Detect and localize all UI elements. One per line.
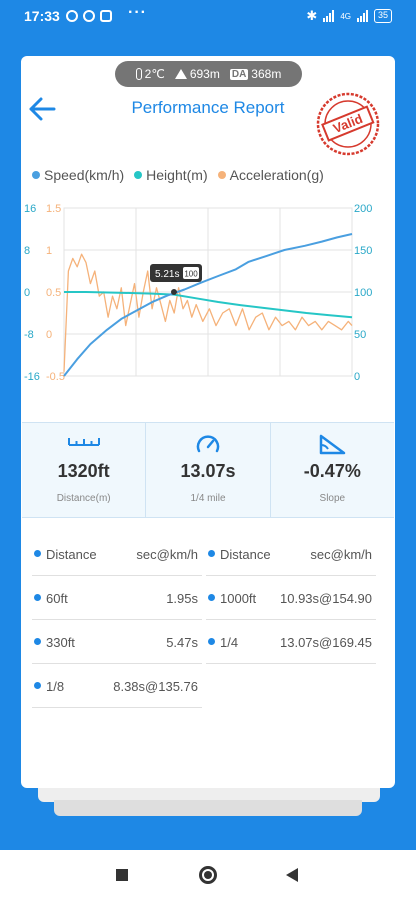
result-row: Distance sec@km/h [32, 540, 202, 580]
result-row: 1000ft 10.93s@154.90 [206, 584, 376, 624]
tick-label-acceleration: 1.5 [46, 203, 61, 215]
bullet-dot [208, 594, 215, 601]
card-stack-shadow-2 [54, 800, 362, 816]
notification-shield-icon [83, 10, 95, 22]
tick-label-speed: 200 [354, 203, 372, 215]
result-row: 60ft 1.95s [32, 584, 202, 624]
series-line-height-m- [64, 291, 353, 319]
signal-icon [323, 10, 335, 22]
legend-dot-height [134, 171, 143, 179]
tick-label-height: 16 [24, 203, 36, 215]
tick-label-height: 0 [24, 287, 30, 299]
stat-distance-label: Distance(m) [56, 493, 111, 504]
stat-quarter-mile-label: 1/4 mile [190, 493, 226, 504]
bullet-dot [34, 550, 41, 557]
summary-stats: 1320ft Distance(m) 13.07s 1/4 mile -0.47… [22, 422, 394, 518]
result-row: Distance sec@km/h [206, 540, 376, 580]
tooltip-marker [171, 289, 177, 295]
more-notifications-icon: ··· [128, 4, 147, 21]
tick-label-acceleration: 0 [46, 329, 52, 341]
series-line-speed-km-h- [63, 233, 353, 377]
chart-legend: Speed(km/h) Height(m) Acceleration(g) [32, 167, 382, 183]
tick-label-acceleration: 1 [46, 245, 52, 257]
back-arrow-icon[interactable] [26, 94, 58, 124]
bluetooth-icon: ✱ [306, 8, 318, 23]
bullet-dot [208, 550, 215, 557]
battery-icon: 35 [373, 9, 392, 23]
altitude: 693m [174, 67, 220, 81]
stat-quarter-mile-value: 13.07s [180, 461, 236, 481]
back-button[interactable] [286, 868, 298, 882]
notification-icons [66, 10, 112, 22]
result-row: 1/4 13.07s@169.45 [206, 628, 376, 668]
tick-label-height: -8 [24, 329, 34, 341]
network-type: 4G [340, 11, 351, 21]
notification-app-icon [66, 10, 78, 22]
thermometer-icon [135, 68, 142, 80]
performance-chart[interactable]: 16 8 0 -8 -16 1.5 1 0.5 0 -0.5 200 150 100 50 0 5.21s … [22, 194, 394, 392]
speedometer-icon [196, 435, 220, 453]
legend-item-height[interactable]: Height(m) [134, 167, 208, 183]
legend-dot-acceleration [217, 171, 226, 179]
density-altitude: DA 368m [229, 67, 282, 81]
bullet-dot [34, 594, 41, 601]
tooltip-time: 5.21s [155, 269, 179, 280]
temperature: 2℃ [135, 67, 165, 81]
status-time: 17:33 [24, 8, 60, 24]
status-bar: 17:33 ··· ✱ 4G 35 [0, 0, 416, 32]
chart-ticks: 16 8 0 -8 -16 1.5 1 0.5 0 -0.5 200 150 100 50 0 [24, 203, 372, 383]
notification-instagram-icon [100, 10, 112, 22]
page-title: Performance Report [131, 98, 285, 117]
tick-label-acceleration: 0.5 [46, 287, 61, 299]
legend-item-acceleration[interactable]: Acceleration(g) [217, 167, 324, 183]
tick-label-height: -16 [24, 371, 40, 383]
tick-label-speed: 50 [354, 329, 366, 341]
legend-dot-speed [32, 171, 40, 179]
stat-distance: 1320ft Distance(m) [22, 423, 147, 517]
ruler-icon [67, 438, 100, 446]
recents-button[interactable] [116, 869, 128, 881]
bullet-dot [34, 638, 41, 645]
stat-slope-label: Slope [319, 493, 346, 504]
tooltip-value-badge [183, 267, 199, 279]
home-button[interactable] [199, 866, 217, 884]
stat-quarter-mile: 13.07s 1/4 mile [146, 423, 271, 517]
stat-distance-value: 1320ft [57, 461, 110, 481]
bullet-dot [34, 682, 41, 689]
signal-icon-2 [356, 10, 368, 22]
tick-label-speed: 100 [354, 287, 372, 299]
system-nav-bar [0, 850, 416, 900]
tick-label-height: 8 [24, 245, 30, 257]
tick-label-speed: 0 [354, 371, 360, 383]
tick-label-acceleration: -0.5 [46, 371, 65, 383]
slope-icon [320, 434, 346, 455]
stat-slope-value: -0.47% [303, 461, 361, 481]
chart-tooltip: 5.21s 100 [150, 264, 202, 295]
environment-pill: 2℃ 693m DA 368m [115, 61, 302, 87]
da-badge: DA [229, 68, 249, 80]
mountain-icon [174, 69, 187, 79]
tick-label-speed: 150 [354, 245, 372, 257]
tooltip-value: 100 [184, 270, 198, 279]
bullet-dot [208, 638, 215, 645]
valid-stamp: Valid [316, 92, 380, 156]
system-status-icons: ✱ 4G 35 [306, 8, 392, 24]
result-row: 330ft 5.47s [32, 628, 202, 668]
card-stack-shadow [38, 788, 380, 802]
chart-series [63, 233, 353, 377]
legend-item-speed[interactable]: Speed(km/h) [32, 167, 124, 183]
stat-slope: -0.47% Slope [270, 423, 394, 517]
result-row: 1/8 8.38s@135.76 [32, 672, 202, 712]
